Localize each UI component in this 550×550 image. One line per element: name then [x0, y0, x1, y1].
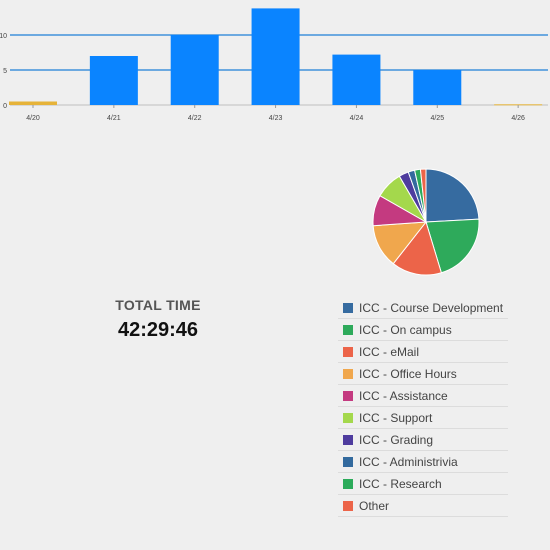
legend-swatch	[343, 413, 353, 423]
y-tick-label: 0	[3, 103, 7, 110]
legend-swatch	[343, 391, 353, 401]
legend-swatch	[343, 347, 353, 357]
bar-4-22[interactable]	[170, 35, 219, 105]
legend-label: ICC - Support	[359, 411, 433, 425]
legend-item[interactable]: ICC - Administrivia	[338, 452, 508, 473]
legend-label: ICC - Assistance	[359, 389, 448, 403]
bar-4-26[interactable]	[494, 104, 543, 106]
legend-item[interactable]: ICC - Grading	[338, 430, 508, 451]
pie-slice-10[interactable]	[419, 168, 427, 223]
y-tick-label: 5	[3, 68, 7, 75]
legend-label: ICC - eMail	[359, 345, 420, 359]
pie-slice-1[interactable]	[425, 168, 480, 223]
legend-swatch	[343, 501, 353, 511]
x-tick-label: 4/20	[26, 115, 40, 122]
y-tick-label: 10	[0, 33, 7, 40]
x-tick-label: 4/26	[511, 115, 525, 122]
bar-4-23[interactable]	[251, 8, 300, 105]
legend-label: ICC - Course Development	[359, 301, 504, 315]
legend-label: Other	[359, 499, 390, 513]
legend-swatch	[343, 457, 353, 467]
legend-label: ICC - Grading	[359, 433, 434, 447]
legend-swatch	[343, 303, 353, 313]
x-tick-label: 4/21	[107, 115, 121, 122]
pie-slice-3[interactable]	[392, 220, 442, 276]
legend-label: ICC - Research	[359, 477, 442, 491]
legend-swatch	[343, 369, 353, 379]
total-time-panel: TOTAL TIME 42:29:46	[70, 297, 246, 342]
legend-item[interactable]: ICC - On campus	[338, 320, 508, 341]
pie-slice-2[interactable]	[425, 218, 480, 274]
legend-item[interactable]: ICC - Office Hours	[338, 364, 508, 385]
legend-item[interactable]: ICC - Assistance	[338, 386, 508, 407]
legend-swatch	[343, 479, 353, 489]
x-tick-label: 4/24	[350, 115, 364, 122]
bar-4-20[interactable]	[9, 101, 57, 106]
legend-item[interactable]: ICC - Course Development	[338, 298, 508, 319]
legend-swatch	[343, 435, 353, 445]
pie-legend: ICC - Course Development ICC - On campus I…	[338, 298, 508, 518]
bar-4-21[interactable]	[89, 56, 138, 105]
legend-label: ICC - Office Hours	[359, 367, 457, 381]
legend-item[interactable]: ICC - Research	[338, 474, 508, 495]
bar-4-24[interactable]	[332, 54, 381, 105]
bar-4-25[interactable]	[413, 70, 462, 105]
bar-chart: 0 5 10 4/20 4/21 4/22 4/23 4/24 4/25 4/26	[0, 8, 548, 122]
total-time-value: 42:29:46	[117, 319, 199, 341]
x-tick-label: 4/23	[269, 115, 283, 122]
legend-label: ICC - On campus	[359, 323, 452, 337]
total-time-label: TOTAL TIME	[115, 297, 201, 313]
pie-chart	[372, 168, 480, 276]
legend-item[interactable]: ICC - Support	[338, 408, 508, 429]
x-tick-label: 4/22	[188, 115, 202, 122]
legend-item[interactable]: Other	[338, 496, 508, 517]
legend-swatch	[343, 325, 353, 335]
legend-label: ICC - Administrivia	[359, 455, 458, 469]
x-tick-label: 4/25	[430, 115, 444, 122]
legend-item[interactable]: ICC - eMail	[338, 342, 508, 363]
